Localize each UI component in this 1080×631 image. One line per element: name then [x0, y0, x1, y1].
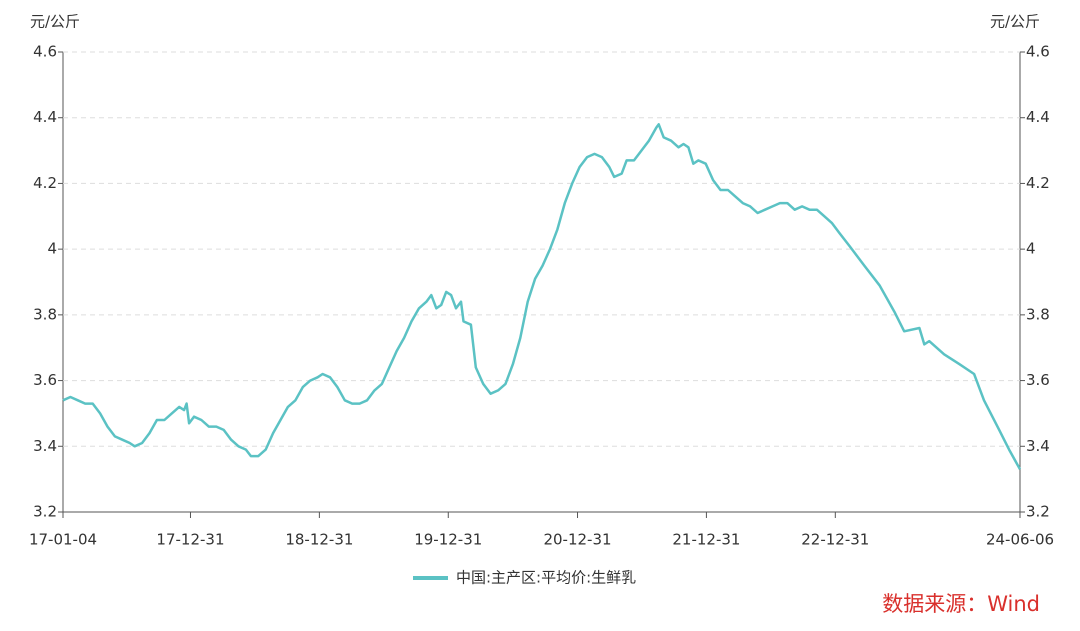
x-tick-label: 21-12-31 [672, 531, 740, 549]
y-tick-label: 4.2 [33, 174, 57, 192]
x-tick-label: 19-12-31 [414, 531, 482, 549]
data-line [62, 123, 1022, 470]
y2-tick-label: 3.8 [1026, 305, 1050, 323]
x-tick-label: 17-01-04 [29, 531, 97, 549]
y-axis-unit: 元/公斤 [30, 13, 80, 31]
y-tick-label: 4.4 [33, 108, 57, 126]
source-note: 数据来源：Wind [882, 592, 1040, 616]
y-tick-label: 3.8 [33, 305, 57, 323]
y2-tick-label: 4.4 [1026, 108, 1050, 126]
y2-tick-label: 4.6 [1026, 43, 1050, 61]
y-tick-label: 4.6 [33, 43, 57, 61]
legend-label: 中国:主产区:平均价:生鲜乳 [456, 569, 636, 587]
y-tick-label: 3.4 [33, 437, 57, 455]
x-tick-label: 20-12-31 [543, 531, 611, 549]
y2-tick-label: 4 [1026, 240, 1036, 258]
y2-tick-label: 3.4 [1026, 437, 1050, 455]
x-tick-label: 22-12-31 [801, 531, 869, 549]
x-tick-label: 18-12-31 [285, 531, 353, 549]
x-tick-label: 17-12-31 [156, 531, 224, 549]
y2-tick-label: 4.2 [1026, 174, 1050, 192]
y-tick-label: 3.2 [33, 503, 57, 521]
y2-tick-label: 3.6 [1026, 371, 1050, 389]
x-tick-label: 24-06-06 [986, 531, 1054, 549]
y-tick-label: 3.6 [33, 371, 57, 389]
y2-axis-unit: 元/公斤 [990, 13, 1040, 31]
y-tick-label: 4 [47, 240, 57, 258]
y2-tick-label: 3.2 [1026, 503, 1050, 521]
